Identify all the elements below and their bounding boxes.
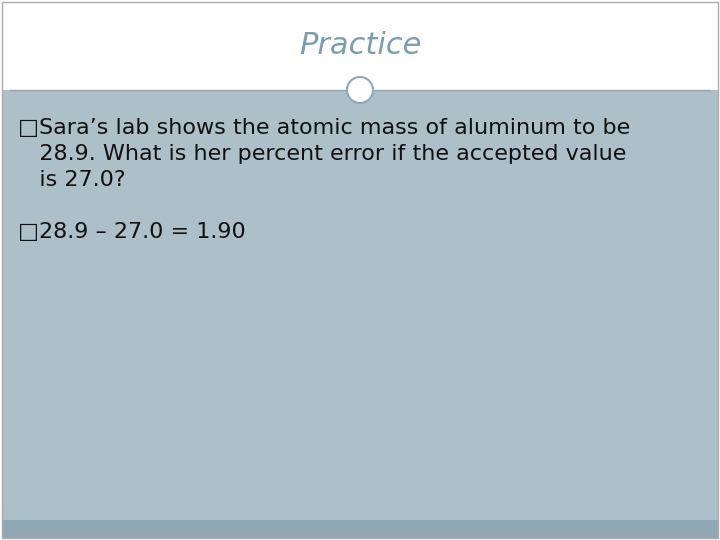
Bar (2, 520, 718, 538)
Text: □Sara’s lab shows the atomic mass of aluminum to be: □Sara’s lab shows the atomic mass of alu… (18, 118, 630, 138)
Text: Practice: Practice (299, 31, 421, 60)
Text: is 27.0?: is 27.0? (18, 170, 125, 190)
Bar (2, 90, 718, 522)
Text: 28.9. What is her percent error if the accepted value: 28.9. What is her percent error if the a… (18, 144, 626, 164)
Bar (2, 2, 718, 90)
Text: □28.9 – 27.0 = 1.90: □28.9 – 27.0 = 1.90 (18, 222, 246, 242)
Circle shape (347, 77, 373, 103)
